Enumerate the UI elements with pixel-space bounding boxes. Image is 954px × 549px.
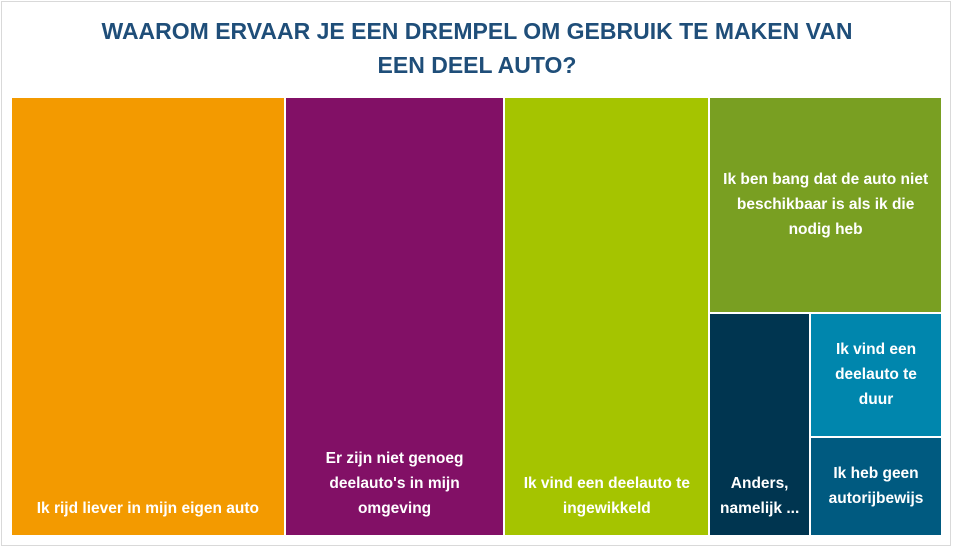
chart-title: WAAROM ERVAAR JE EEN DREMPEL OM GEBRUIK … <box>0 14 954 82</box>
treemap-tile-6: Ik heb geen autorijbewijs <box>811 437 943 537</box>
treemap-tile-3: Ik ben bang dat de auto niet beschikbaar… <box>710 98 943 314</box>
treemap-tile-5: Ik vind een deelauto te duur <box>811 313 943 438</box>
treemap-tile-0: Ik rijd liever in mijn eigen auto <box>12 98 286 537</box>
treemap-label-0: Ik rijd liever in mijn eigen auto <box>36 500 259 517</box>
treemap-label-6: Ik heb geen autorijbewijs <box>828 465 924 508</box>
treemap-label-4: Anders, namelijk ... <box>720 474 800 517</box>
treemap-tile-1: Er zijn niet genoeg deelauto's in mijn o… <box>285 98 506 537</box>
treemap-label-3: Ik ben bang dat de auto niet beschikbaar… <box>723 171 929 239</box>
chart-title-line-2: EEN DEEL AUTO? <box>377 52 577 78</box>
treemap-label-2: Ik vind een deelauto te ingewikkeld <box>523 475 690 517</box>
treemap-label-1: Er zijn niet genoeg deelauto's in mijn o… <box>325 450 464 517</box>
chart-title-line-1: WAAROM ERVAAR JE EEN DREMPEL OM GEBRUIK … <box>101 18 853 44</box>
treemap-tile-2: Ik vind een deelauto te ingewikkeld <box>505 98 711 537</box>
treemap-label-5: Ik vind een deelauto te duur <box>835 341 917 409</box>
treemap-tile-4: Anders, namelijk ... <box>710 313 812 537</box>
